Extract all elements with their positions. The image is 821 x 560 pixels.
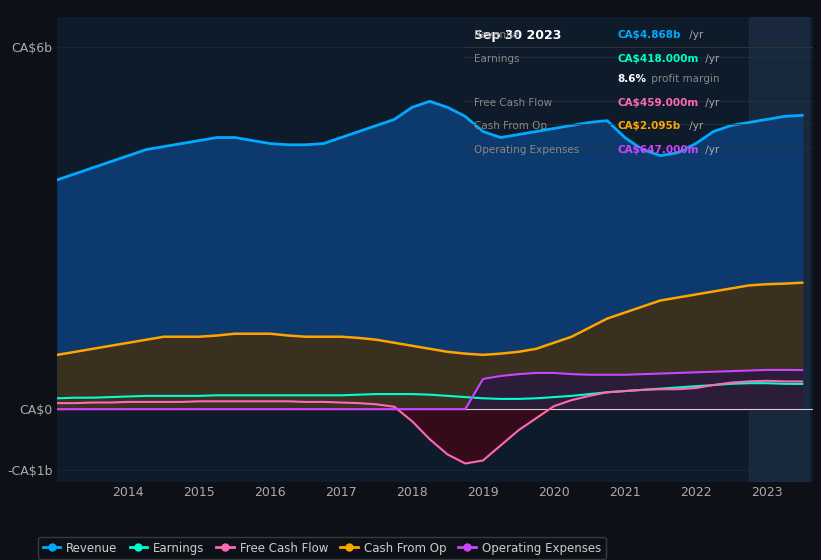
- Text: profit margin: profit margin: [648, 74, 719, 84]
- Text: Earnings: Earnings: [475, 54, 520, 64]
- Text: CA$418.000m: CA$418.000m: [617, 54, 699, 64]
- Text: CA$2.095b: CA$2.095b: [617, 121, 681, 131]
- Text: /yr: /yr: [686, 30, 704, 40]
- Text: /yr: /yr: [686, 121, 704, 131]
- Text: /yr: /yr: [702, 144, 719, 155]
- Text: CA$4.868b: CA$4.868b: [617, 30, 681, 40]
- Legend: Revenue, Earnings, Free Cash Flow, Cash From Op, Operating Expenses: Revenue, Earnings, Free Cash Flow, Cash …: [38, 537, 606, 559]
- Text: /yr: /yr: [702, 54, 719, 64]
- Text: 8.6%: 8.6%: [617, 74, 646, 84]
- Text: Free Cash Flow: Free Cash Flow: [475, 97, 553, 108]
- Text: Operating Expenses: Operating Expenses: [475, 144, 580, 155]
- Text: Revenue: Revenue: [475, 30, 520, 40]
- Text: /yr: /yr: [702, 97, 719, 108]
- Text: Cash From Op: Cash From Op: [475, 121, 548, 131]
- Bar: [749, 17, 810, 482]
- Text: Sep 30 2023: Sep 30 2023: [475, 29, 562, 41]
- Text: CA$459.000m: CA$459.000m: [617, 97, 699, 108]
- Text: CA$647.000m: CA$647.000m: [617, 144, 699, 155]
